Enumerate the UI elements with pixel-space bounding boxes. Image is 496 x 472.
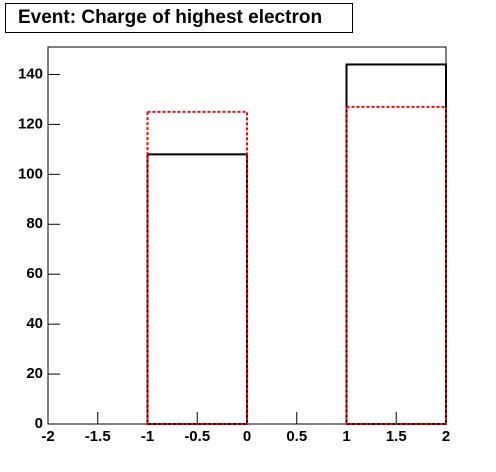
y-tick-label: 0 <box>35 415 43 432</box>
chart-title: Event: Charge of highest electron <box>18 7 322 28</box>
x-tick-label: 0.5 <box>286 428 307 445</box>
x-tick-label: -0.5 <box>184 428 210 445</box>
histogram-bin <box>146 110 248 425</box>
x-tick-label: -1 <box>141 428 154 445</box>
x-tick-label: 1.5 <box>386 428 407 445</box>
y-tick-label: 40 <box>26 315 43 332</box>
x-tick-label: 0 <box>243 428 251 445</box>
x-tick-label: 2 <box>442 428 450 445</box>
y-tick-label: 120 <box>18 115 43 132</box>
x-tick-label: 1 <box>342 428 350 445</box>
y-tick-label: 60 <box>26 265 43 282</box>
y-tick-label: 140 <box>18 65 43 82</box>
histogram-bin <box>345 63 447 426</box>
histogram-bin <box>146 153 248 426</box>
y-tick-label: 100 <box>18 165 43 182</box>
x-tick-label: -1.5 <box>85 428 111 445</box>
title-box <box>5 3 353 33</box>
y-tick-label: 20 <box>26 365 43 382</box>
x-tick-label: -2 <box>41 428 54 445</box>
histogram-bin <box>345 105 447 425</box>
y-tick-label: 80 <box>26 215 43 232</box>
